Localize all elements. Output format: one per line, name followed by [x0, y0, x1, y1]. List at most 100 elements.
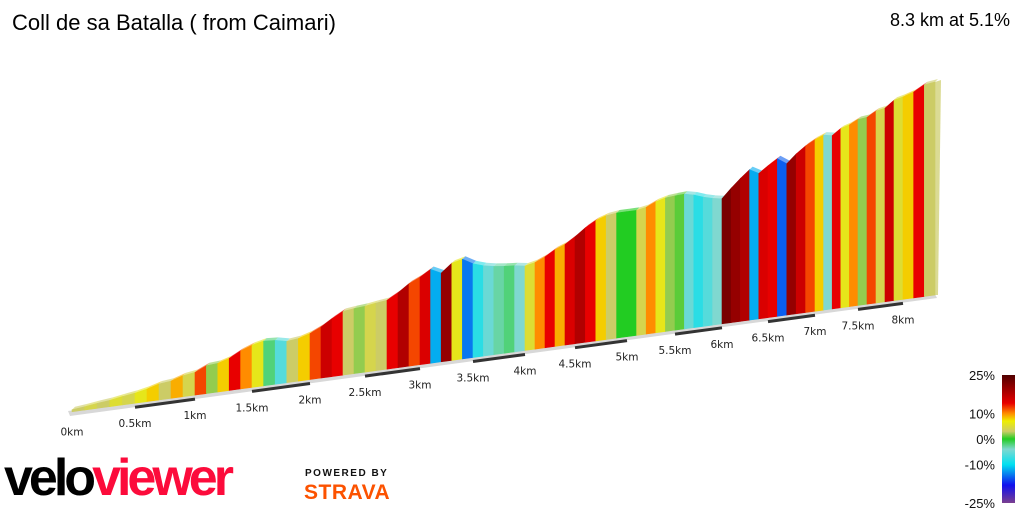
x-tick-label: 7km [804, 326, 827, 338]
x-tick-label: 7.5km [841, 320, 874, 332]
gradient-segment [274, 340, 288, 385]
segment-top-surface [229, 347, 244, 359]
segment-top-surface [646, 198, 659, 208]
gradient-legend: 25% 10% 0% -10% -25% [965, 368, 1015, 511]
segment-top-surface [545, 246, 558, 257]
gradient-segment [913, 84, 925, 299]
gradient-segment [749, 169, 760, 321]
gradient-segment [217, 357, 230, 393]
segment-top-surface [493, 263, 508, 267]
x-tick-label: 2.5km [348, 387, 381, 399]
segment-top-surface [867, 108, 879, 118]
km-scale-bar [364, 367, 421, 378]
gradient-segment [472, 263, 484, 358]
segment-top-surface [109, 393, 126, 401]
x-tick-label: 5km [616, 352, 639, 364]
segment-top-surface [240, 342, 255, 351]
gradient-segment [493, 265, 505, 356]
segment-top-surface [195, 362, 210, 373]
gradient-segment [375, 299, 388, 371]
segment-top-surface [376, 297, 390, 304]
veloviewer-logo[interactable]: veloviewer [4, 449, 234, 507]
legend-label: -25% [965, 496, 996, 511]
x-tick-label: 4km [514, 365, 537, 377]
gradient-segment [823, 134, 833, 311]
segment-top-surface [72, 403, 88, 410]
gradient-segment [364, 302, 377, 373]
segment-top-surface [387, 289, 401, 301]
gradient-segment [626, 209, 637, 338]
segment-top-surface [913, 81, 928, 93]
gradient-segment [866, 110, 877, 305]
segment-top-surface [84, 400, 101, 407]
gradient-segment [777, 158, 788, 317]
segment-top-surface [876, 105, 888, 112]
segment-top-surface [147, 381, 162, 390]
segment-top-surface [483, 262, 497, 267]
segment-top-surface [684, 191, 697, 195]
gradient-segment [884, 99, 895, 303]
gradient-segment [805, 139, 816, 313]
gradient-segment [665, 195, 676, 332]
gradient-segment [503, 265, 515, 354]
strava-logo[interactable]: STRAVA [304, 481, 391, 504]
km-scale-bar [674, 326, 723, 336]
segment-top-surface [217, 355, 233, 364]
gradient-segment [263, 340, 276, 387]
gradient-segment [309, 326, 322, 380]
gradient-segment [795, 145, 806, 315]
legend-label: -10% [965, 458, 996, 473]
x-tick-label: 2km [299, 395, 322, 407]
segment-top-surface [858, 114, 870, 120]
segment-top-surface [135, 386, 150, 394]
gradient-segment [286, 338, 299, 384]
segment-top-surface [627, 207, 640, 212]
segment-top-surface [712, 195, 725, 199]
segment-top-surface [183, 369, 198, 376]
segment-top-surface [849, 116, 861, 125]
gradient-segment [483, 265, 495, 357]
segment-top-surface [535, 253, 548, 263]
segment-top-surface [655, 194, 669, 202]
climb-summary: 8.3 km at 5.1% [889, 10, 1010, 30]
segment-top-surface [606, 210, 620, 216]
segment-top-surface [451, 256, 466, 264]
segment-top-surface [585, 217, 599, 228]
segment-top-surface [398, 280, 412, 293]
segment-top-surface [840, 121, 853, 129]
gradient-segment [544, 249, 556, 349]
gradient-segment [462, 258, 474, 360]
gradient-segment [564, 236, 576, 346]
profile-end-face [935, 80, 941, 295]
gradient-segment [585, 219, 597, 343]
x-tick-label: 4.5km [558, 359, 591, 371]
segment-top-surface [758, 162, 771, 174]
segment-top-surface [298, 330, 313, 339]
segment-top-surface [473, 260, 487, 266]
gradient-segment [251, 340, 264, 388]
segment-top-surface [514, 262, 528, 267]
segment-top-surface [815, 132, 827, 140]
gradient-segment [721, 187, 732, 325]
segment-top-surface [252, 338, 267, 346]
gradient-segment [451, 258, 463, 361]
gradient-segment [353, 305, 366, 374]
gradient-segment [440, 262, 453, 363]
segment-top-surface [430, 266, 445, 274]
segment-top-surface [805, 136, 818, 147]
gradient-segment [730, 177, 741, 323]
gradient-segment [298, 333, 311, 382]
gradient-segment [684, 193, 695, 330]
segment-top-surface [565, 233, 578, 245]
segment-top-surface [97, 397, 113, 404]
km-scale-bar [857, 301, 904, 311]
gradient-segment [320, 318, 333, 379]
segment-top-surface [354, 303, 368, 309]
gradient-segment [655, 197, 666, 334]
x-tick-label: 6.5km [751, 333, 784, 345]
segment-top-surface [693, 191, 707, 198]
gradient-segment [342, 308, 355, 376]
gradient-segment [514, 265, 526, 353]
gradient-segment [740, 168, 750, 322]
